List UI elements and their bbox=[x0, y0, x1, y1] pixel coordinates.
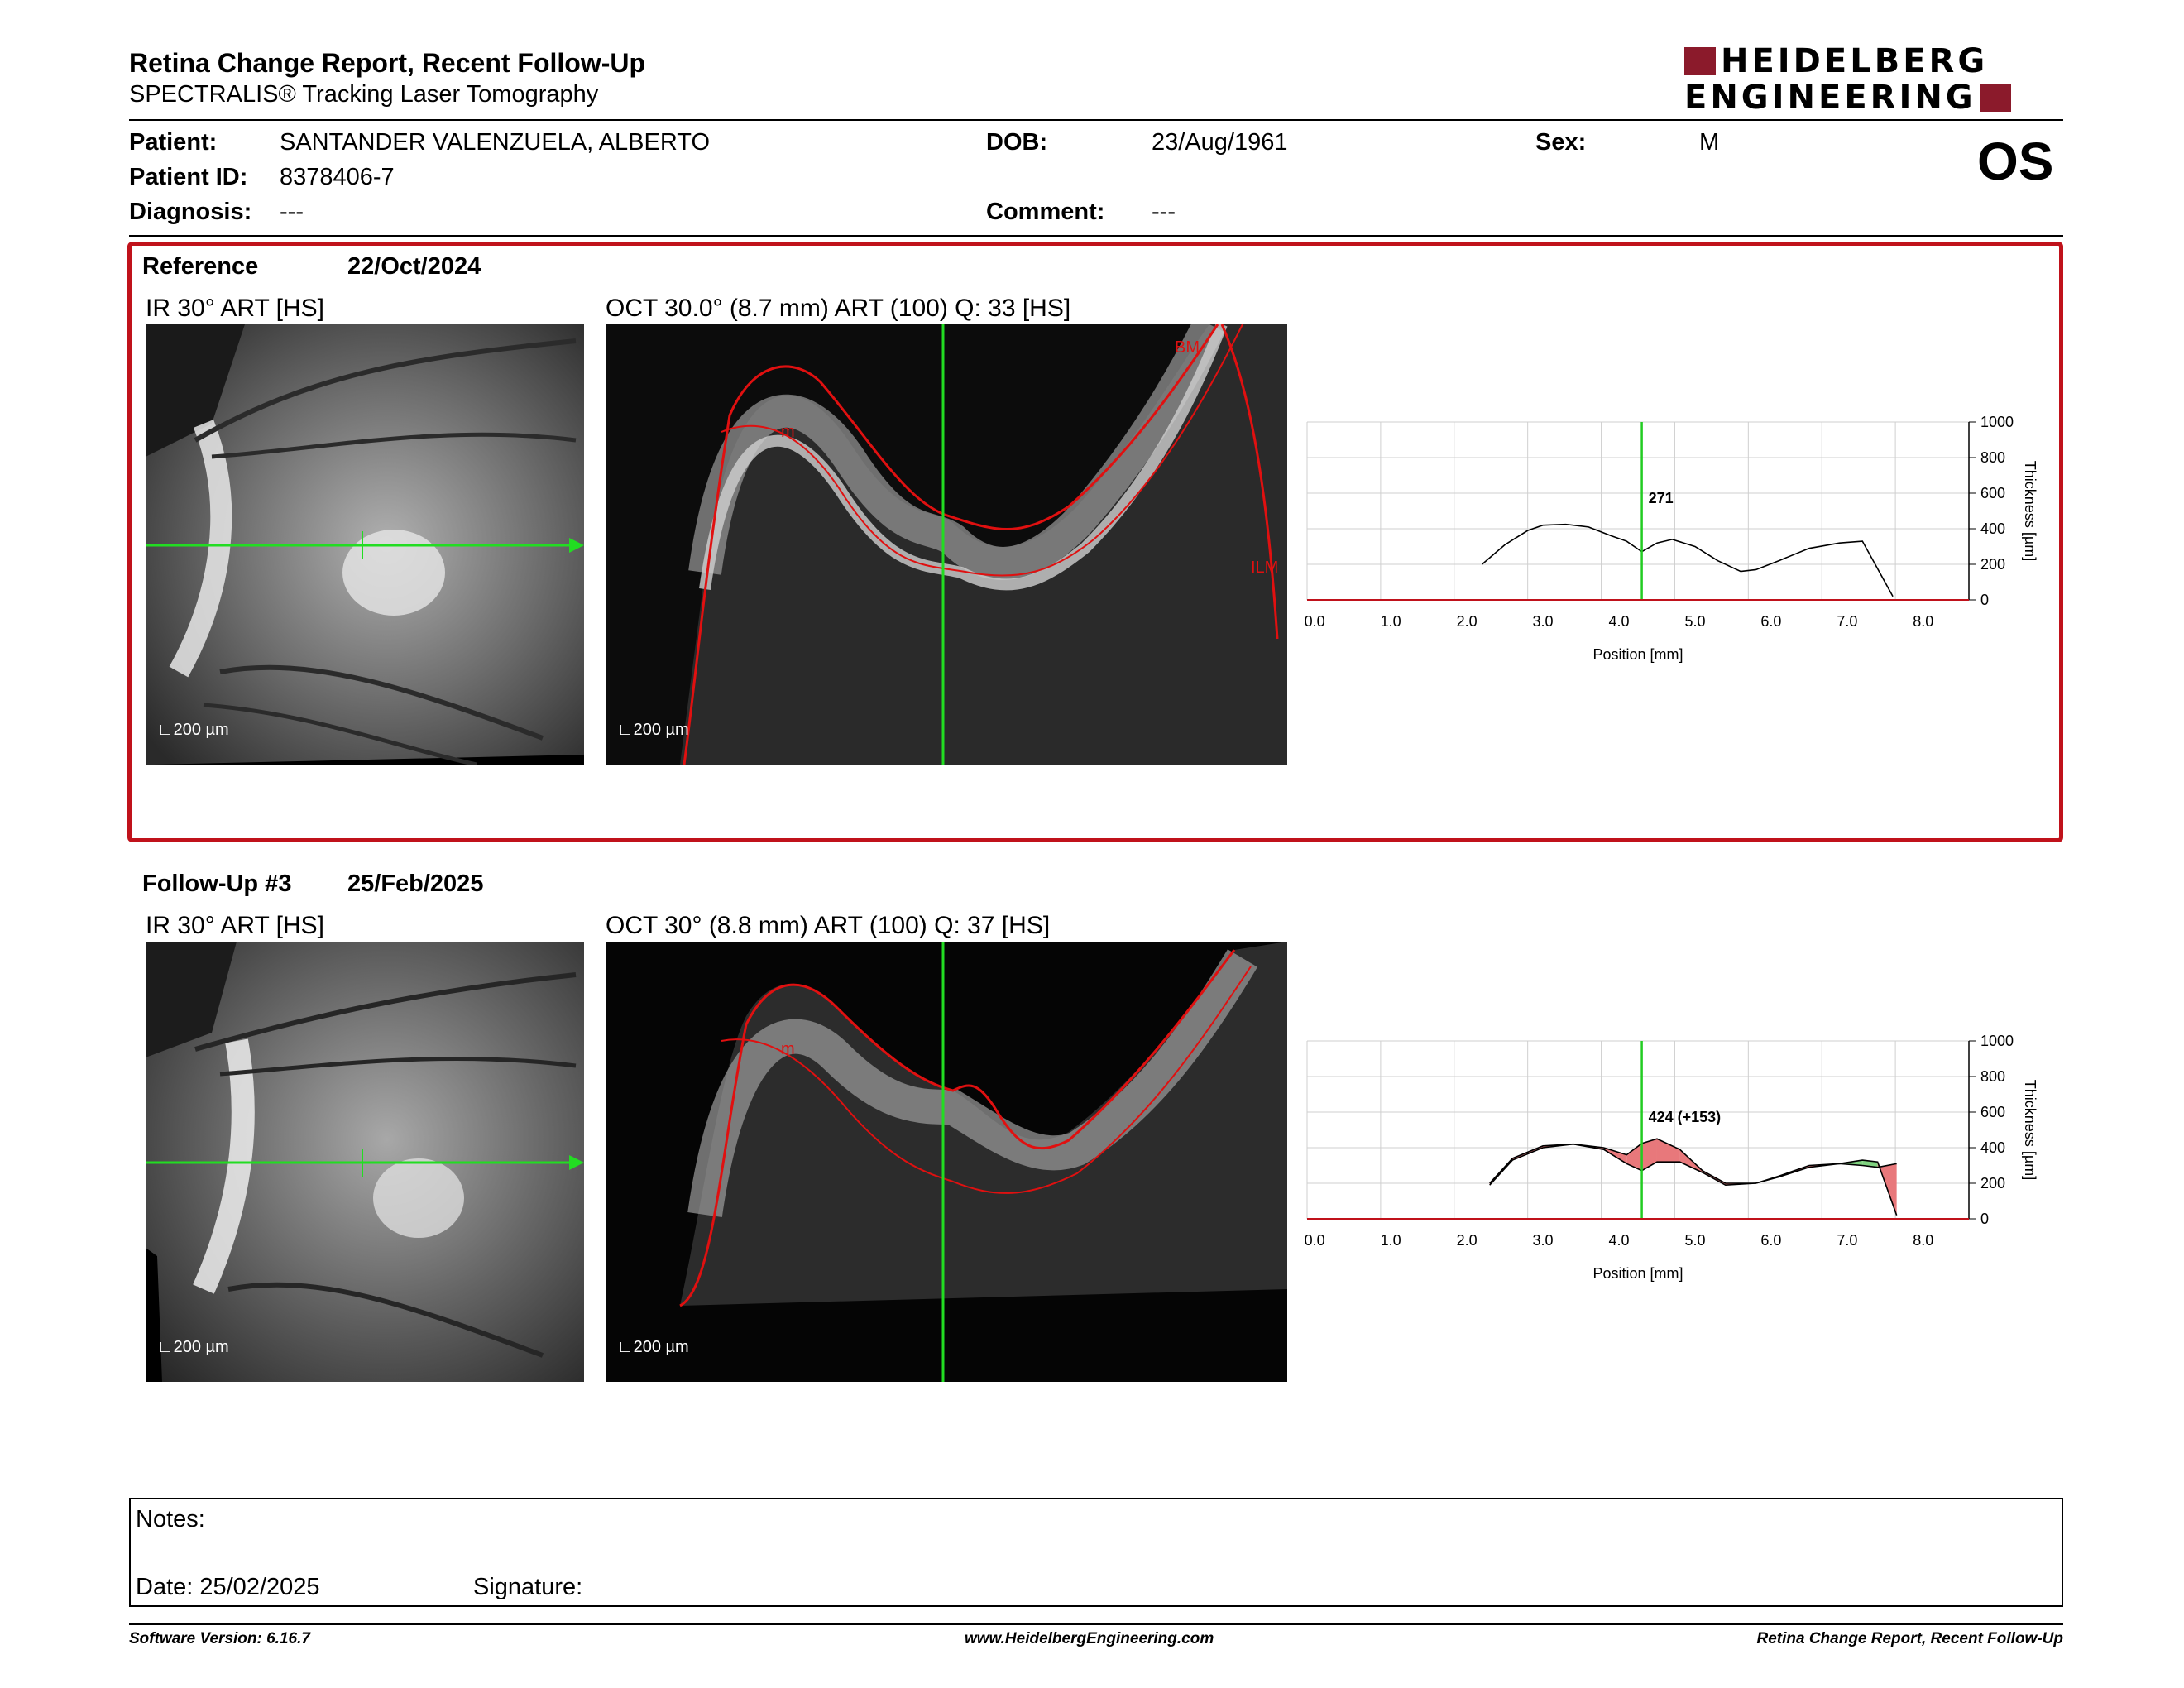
patient-id: 8378406-7 bbox=[280, 164, 395, 190]
y-tick-label: 800 bbox=[1980, 1068, 2005, 1085]
signature-label: Signature: bbox=[473, 1574, 583, 1600]
thickness-series-line bbox=[1489, 1138, 1897, 1184]
website-link[interactable]: www.HeidelbergEngineering.com bbox=[965, 1630, 1214, 1647]
layer-label-ilm: ILM bbox=[1251, 559, 1278, 577]
scale-bar-icon: ∟ bbox=[617, 1338, 634, 1356]
x-tick-label: 8.0 bbox=[1913, 613, 1933, 630]
y-tick-label: 600 bbox=[1980, 485, 2005, 501]
notes-box[interactable]: Notes: Date: 25/02/2025 Signature: bbox=[129, 1498, 2063, 1607]
cursor-value-label: 424 (+153) bbox=[1649, 1109, 1722, 1125]
logo-square-icon bbox=[1979, 84, 2011, 112]
x-tick-label: 5.0 bbox=[1684, 1232, 1705, 1249]
x-tick-label: 3.0 bbox=[1533, 613, 1554, 630]
logo-word-2: ENGINEERING bbox=[1684, 79, 1976, 117]
layer-label-m: m bbox=[781, 423, 795, 441]
sex-value: M bbox=[1699, 129, 1720, 156]
reference-oct-label: OCT 30.0° (8.7 mm) ART (100) Q: 33 [HS] bbox=[606, 295, 1071, 322]
y-tick-label: 800 bbox=[1980, 449, 2005, 466]
diagnosis-label: Diagnosis: bbox=[129, 199, 252, 225]
scale-bar-icon: ∟ bbox=[157, 1338, 174, 1356]
report-title: Retina Change Report, Recent Follow-Up bbox=[129, 48, 646, 78]
footer-report-name: Retina Change Report, Recent Follow-Up bbox=[1756, 1630, 2063, 1647]
patient-label: Patient: bbox=[129, 129, 218, 156]
x-tick-label: 6.0 bbox=[1760, 1232, 1781, 1249]
comment-value: --- bbox=[1152, 199, 1176, 225]
followup-ir-label: IR 30° ART [HS] bbox=[146, 912, 324, 939]
y-tick-label: 200 bbox=[1980, 556, 2005, 573]
reference-ir-label: IR 30° ART [HS] bbox=[146, 295, 324, 322]
y-tick-label: 400 bbox=[1980, 520, 2005, 537]
dob-label: DOB: bbox=[986, 129, 1048, 156]
x-tick-label: 0.0 bbox=[1305, 1232, 1325, 1249]
followup-ir-scale: ∟200 µm bbox=[157, 1338, 229, 1356]
x-tick-label: 4.0 bbox=[1608, 1232, 1629, 1249]
y-tick-label: 0 bbox=[1980, 592, 1989, 608]
footer-divider bbox=[129, 1623, 2063, 1625]
followup-thickness-chart: 0 200 400 600 800 1000 0.0 1.0 2.0 3.0 4.0 5.0 6.0 7.… bbox=[1305, 1033, 2038, 1282]
reference-label: Reference bbox=[142, 253, 259, 280]
followup-oct-label: OCT 30° (8.8 mm) ART (100) Q: 37 [HS] bbox=[606, 912, 1051, 939]
followup-date: 25/Feb/2025 bbox=[347, 870, 484, 897]
followup-oct-scale: ∟200 µm bbox=[617, 1338, 689, 1356]
report-subtitle: SPECTRALIS® Tracking Laser Tomography bbox=[129, 81, 599, 108]
x-tick-label: 2.0 bbox=[1457, 1232, 1478, 1249]
patient-id-label: Patient ID: bbox=[129, 164, 248, 190]
x-tick-label: 3.0 bbox=[1533, 1232, 1554, 1249]
scale-bar-icon: ∟ bbox=[617, 721, 634, 739]
dob-value: 23/Aug/1961 bbox=[1152, 129, 1288, 156]
thickness-series-line bbox=[1489, 1143, 1898, 1216]
notes-label: Notes: bbox=[136, 1506, 205, 1532]
eye-label: OS bbox=[1977, 132, 2054, 191]
difference-area bbox=[1641, 1139, 1657, 1171]
x-tick-label: 1.0 bbox=[1381, 613, 1401, 630]
followup-label: Follow-Up #3 bbox=[142, 870, 292, 897]
x-axis-label: Position [mm] bbox=[1592, 646, 1683, 663]
followup-oct-image: m ∟200 µm bbox=[606, 942, 1287, 1382]
thickness-series-line bbox=[1481, 523, 1894, 597]
difference-area bbox=[1656, 1139, 1680, 1163]
layer-label-bm: BM bbox=[1175, 338, 1200, 357]
software-version: Software Version: 6.16.7 bbox=[129, 1630, 310, 1647]
x-tick-label: 1.0 bbox=[1381, 1232, 1401, 1249]
followup-ir-image: ∟200 µm bbox=[146, 942, 584, 1382]
x-tick-label: 8.0 bbox=[1913, 1232, 1933, 1249]
x-tick-label: 2.0 bbox=[1457, 613, 1478, 630]
comment-label: Comment: bbox=[986, 199, 1105, 225]
layer-label-m: m bbox=[781, 1040, 795, 1058]
heidelberg-logo: HEIDELBERG ENGINEERING bbox=[1684, 45, 2063, 117]
reference-ir-image: ∟200 µm bbox=[146, 324, 584, 765]
y-tick-label: 1000 bbox=[1980, 414, 2014, 430]
reference-thickness-chart: 0 200 400 600 800 1000 0.0 1.0 2.0 3.0 4.0 5.0 6.0 7.… bbox=[1305, 414, 2038, 663]
x-tick-label: 7.0 bbox=[1837, 1232, 1857, 1249]
reference-ir-scale: ∟200 µm bbox=[157, 721, 229, 739]
reference-oct-image: BM ILM m ∟200 µm bbox=[606, 324, 1287, 765]
x-tick-label: 0.0 bbox=[1305, 613, 1325, 630]
reference-oct-scale: ∟200 µm bbox=[617, 721, 689, 739]
y-tick-label: 0 bbox=[1980, 1211, 1989, 1227]
header-divider bbox=[129, 119, 2063, 121]
x-axis-label: Position [mm] bbox=[1592, 1265, 1683, 1282]
y-axis-label: Thickness [µm] bbox=[2022, 1080, 2038, 1180]
difference-area bbox=[1626, 1143, 1642, 1171]
scale-bar-icon: ∟ bbox=[157, 721, 174, 739]
x-tick-label: 7.0 bbox=[1837, 613, 1857, 630]
x-tick-label: 6.0 bbox=[1760, 613, 1781, 630]
y-axis-label: Thickness [µm] bbox=[2022, 461, 2038, 561]
logo-square-icon bbox=[1684, 47, 1716, 75]
x-tick-label: 4.0 bbox=[1608, 613, 1629, 630]
y-tick-label: 400 bbox=[1980, 1139, 2005, 1156]
reference-box bbox=[127, 242, 2063, 842]
sex-label: Sex: bbox=[1535, 129, 1587, 156]
patient-divider bbox=[129, 235, 2063, 237]
y-tick-label: 1000 bbox=[1980, 1033, 2014, 1049]
cursor-value-label: 271 bbox=[1649, 490, 1674, 506]
reference-date: 22/Oct/2024 bbox=[347, 253, 481, 280]
x-tick-label: 5.0 bbox=[1684, 613, 1705, 630]
patient-name: SANTANDER VALENZUELA, ALBERTO bbox=[280, 129, 711, 156]
y-tick-label: 200 bbox=[1980, 1175, 2005, 1192]
notes-date: Date: 25/02/2025 bbox=[136, 1574, 320, 1600]
diagnosis-value: --- bbox=[280, 199, 304, 225]
logo-word-1: HEIDELBERG bbox=[1721, 42, 1989, 80]
y-tick-label: 600 bbox=[1980, 1104, 2005, 1120]
